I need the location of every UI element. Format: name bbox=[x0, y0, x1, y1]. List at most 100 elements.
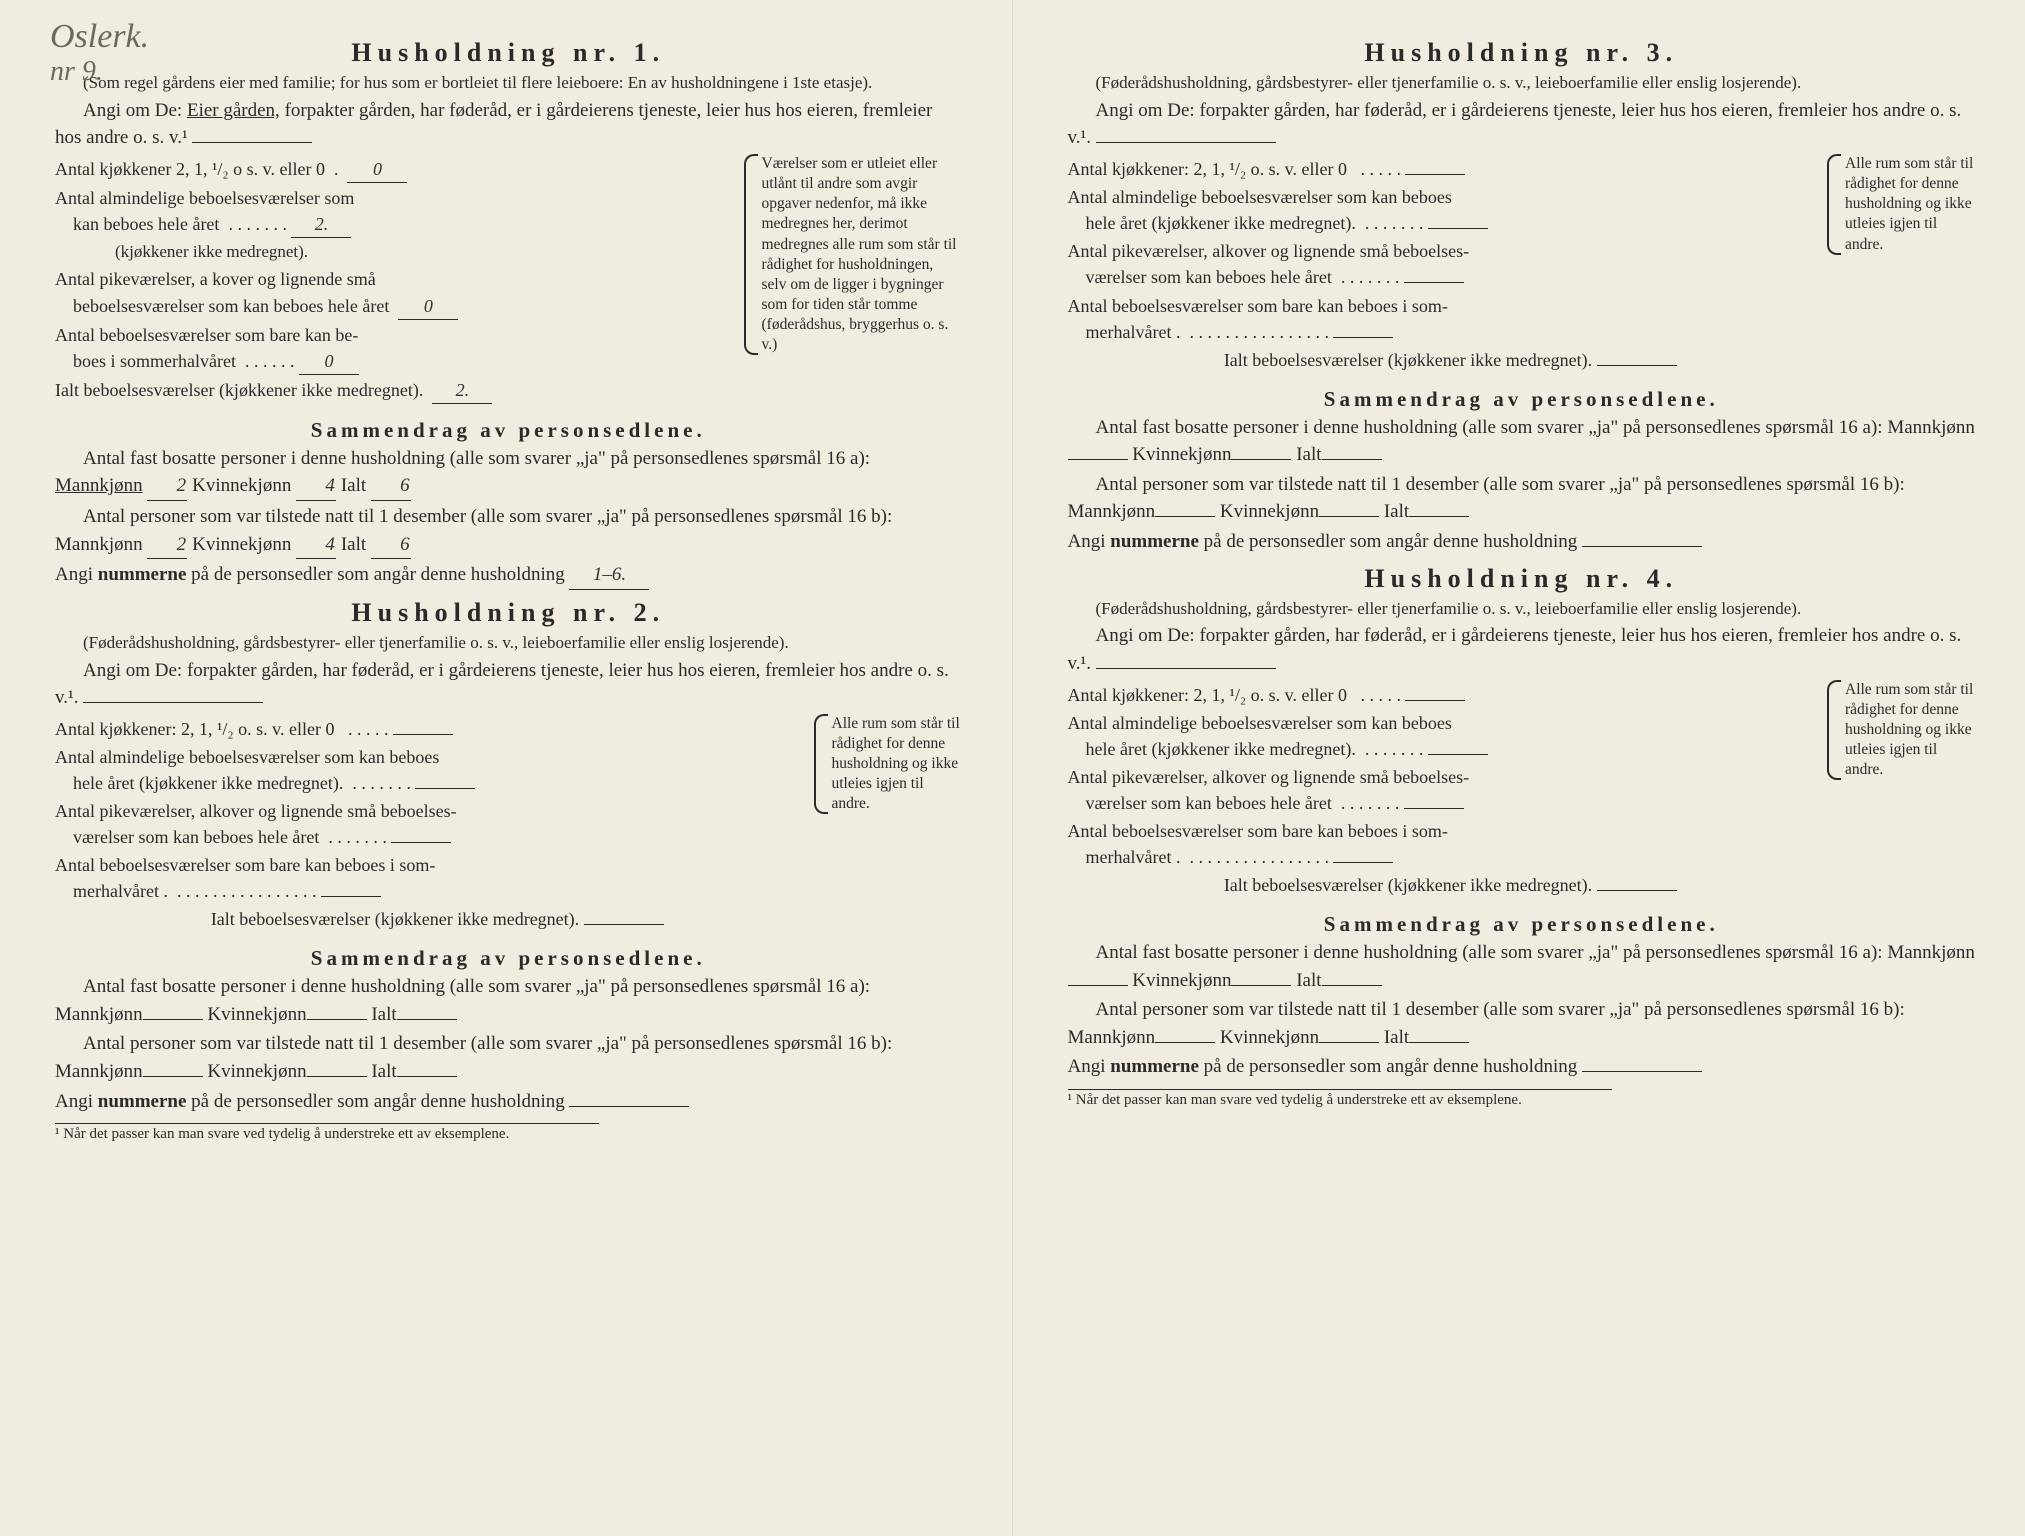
h1-anginum-val[interactable]: 1–6. bbox=[569, 561, 649, 590]
h2-kvinne-val[interactable] bbox=[307, 1019, 367, 1020]
h1-sam-heading: Sammendrag av personsedlene. bbox=[55, 418, 962, 443]
h4-sam1: Antal fast bosatte personer i denne hush… bbox=[1068, 939, 1976, 994]
h3-ialt-label3: Ialt bbox=[1384, 501, 1409, 522]
h4-sommer-val[interactable] bbox=[1333, 862, 1393, 863]
h4-rooms: Antal kjøkkener: 2, 1, ¹/₂ o. s. v. elle… bbox=[1068, 680, 1834, 901]
h2-ialt-val2[interactable] bbox=[397, 1019, 457, 1020]
h4-angi-blank[interactable] bbox=[1096, 668, 1276, 669]
h3-kvinne-val[interactable] bbox=[1231, 459, 1291, 460]
h4-pike-val[interactable] bbox=[1404, 808, 1464, 809]
h1-pike-val[interactable]: 0 bbox=[398, 293, 458, 320]
h4-kvinne-val[interactable] bbox=[1231, 985, 1291, 986]
h1-rooms: Antal kjøkkener 2, 1, ¹/₂ o s. v. eller … bbox=[55, 154, 750, 406]
h4-angi-text: Angi om De: forpakter gården, har føderå… bbox=[1068, 625, 1962, 674]
h3-pike: Antal pikeværelser, alkover og lignende … bbox=[1068, 238, 1834, 290]
h4-sommer: Antal beboelsesværelser som bare kan beb… bbox=[1068, 818, 1834, 870]
h3-som-l1: Antal beboelsesværelser som bare kan beb… bbox=[1068, 296, 1448, 316]
h2-pike-l2: værelser som kan beboes hele året bbox=[73, 827, 319, 847]
h1-intro: (Som regel gårdens eier med familie; for… bbox=[55, 72, 962, 95]
h1-anginum-text: Angi nummerne på de personsedler som ang… bbox=[55, 564, 565, 585]
h1-pike-l2: beboelsesværelser som kan beboes hele år… bbox=[73, 296, 389, 316]
h3-sommer-val[interactable] bbox=[1333, 337, 1393, 338]
h2-rooms-row: Antal kjøkkener: 2, 1, ¹/₂ o. s. v. elle… bbox=[55, 714, 962, 935]
h2-kvinne-val2[interactable] bbox=[307, 1076, 367, 1077]
h1-angi-pre: Angi om De: bbox=[55, 97, 182, 125]
h2-anginum: Angi nummerne på de personsedler som ang… bbox=[55, 1088, 962, 1116]
brace-icon bbox=[744, 154, 758, 355]
h4-alm: Antal almindelige beboelsesværelser som … bbox=[1068, 710, 1834, 762]
brace-icon bbox=[814, 714, 828, 815]
h2-angi-blank[interactable] bbox=[83, 702, 263, 703]
h4-alm-val[interactable] bbox=[1428, 754, 1488, 755]
h3-pike-val[interactable] bbox=[1404, 282, 1464, 283]
h3-sam1: Antal fast bosatte personer i denne hush… bbox=[1068, 414, 1976, 469]
h3-mann-val2[interactable] bbox=[1155, 516, 1215, 517]
h1-sam2-text: Antal personer som var tilstede natt til… bbox=[83, 506, 892, 527]
h1-rooms-row: Antal kjøkkener 2, 1, ¹/₂ o s. v. eller … bbox=[55, 154, 962, 406]
h3-kvinne-label: Kvinnekjønn bbox=[1132, 444, 1231, 465]
h3-alm-val[interactable] bbox=[1428, 228, 1488, 229]
h3-anginum-val[interactable] bbox=[1582, 546, 1702, 547]
h1-ialt-label2: Ialt bbox=[341, 475, 366, 496]
h2-kjokken-val[interactable] bbox=[393, 734, 453, 735]
h4-ialt-val2[interactable] bbox=[1322, 985, 1382, 986]
h1-sommer-val[interactable]: 0 bbox=[299, 348, 359, 375]
h1-angi-blank[interactable] bbox=[192, 142, 312, 143]
h4-sam1-text: Antal fast bosatte personer i denne hush… bbox=[1096, 942, 1883, 963]
h1-sommer: Antal beboelsesværelser som bare kan be-… bbox=[55, 322, 750, 375]
h2-alm-val[interactable] bbox=[415, 788, 475, 789]
h2-mann-label2: Mannkjønn bbox=[55, 1061, 143, 1082]
brace-icon bbox=[1827, 154, 1841, 255]
h4-ialt-label: Ialt beboelsesværelser (kjøkkener ikke m… bbox=[1224, 875, 1592, 895]
handwriting-top: Oslerk. bbox=[50, 18, 149, 56]
h2-pike-l1: Antal pikeværelser, alkover og lignende … bbox=[55, 801, 457, 821]
h3-ialt-val2[interactable] bbox=[1322, 459, 1382, 460]
h4-kjokken-val[interactable] bbox=[1405, 700, 1465, 701]
h2-mann-label: Mannkjønn bbox=[55, 1004, 143, 1025]
h3-angi: Angi om De: forpakter gården, har føderå… bbox=[1068, 97, 1976, 152]
h3-kjokken-val[interactable] bbox=[1405, 174, 1465, 175]
h1-mann-val2[interactable]: 2 bbox=[147, 531, 187, 560]
h1-alm-l3: (kjøkkener ikke medregnet). bbox=[115, 242, 308, 261]
h2-sam-heading: Sammendrag av personsedlene. bbox=[55, 946, 962, 971]
h4-kvinne-val2[interactable] bbox=[1319, 1042, 1379, 1043]
h3-angi-blank[interactable] bbox=[1096, 142, 1276, 143]
h1-ialt-val2[interactable]: 6 bbox=[371, 472, 411, 501]
h2-anginum-val[interactable] bbox=[569, 1106, 689, 1107]
h1-kvinne-label2: Kvinnekjønn bbox=[192, 534, 291, 555]
h1-ialt-val3[interactable]: 6 bbox=[371, 531, 411, 560]
h3-kvinne-val2[interactable] bbox=[1319, 516, 1379, 517]
h1-kjokken-val[interactable]: 0 bbox=[347, 156, 407, 183]
h2-angi: Angi om De: forpakter gården, har føderå… bbox=[55, 657, 962, 712]
h3-pike-l1: Antal pikeværelser, alkover og lignende … bbox=[1068, 241, 1470, 261]
h2-ialt-val3[interactable] bbox=[397, 1076, 457, 1077]
h4-angi: Angi om De: forpakter gården, har føderå… bbox=[1068, 622, 1976, 677]
h1-mann-val[interactable]: 2 bbox=[147, 472, 187, 501]
h2-kvinne-label2: Kvinnekjønn bbox=[207, 1061, 306, 1082]
h2-intro: (Føderådshusholdning, gårdsbestyrer- ell… bbox=[55, 632, 962, 655]
h4-ialt-val3[interactable] bbox=[1409, 1042, 1469, 1043]
h2-sam1-text: Antal fast bosatte personer i denne hush… bbox=[83, 976, 870, 997]
h4-anginum-val[interactable] bbox=[1582, 1071, 1702, 1072]
h2-sommer-val[interactable] bbox=[321, 896, 381, 897]
h2-pike-val[interactable] bbox=[391, 842, 451, 843]
h4-alm-l1: Antal almindelige beboelsesværelser som … bbox=[1068, 713, 1452, 733]
h3-ialt: Ialt beboelsesværelser (kjøkkener ikke m… bbox=[1068, 347, 1834, 373]
h1-kvinne-val[interactable]: 4 bbox=[296, 472, 336, 501]
h3-ialt-val3[interactable] bbox=[1409, 516, 1469, 517]
h1-kvinne-val2[interactable]: 4 bbox=[296, 531, 336, 560]
h1-alm: Antal almindelige beboelsesværelser som … bbox=[55, 185, 750, 264]
h4-ialt-val[interactable] bbox=[1597, 890, 1677, 891]
h2-mann-val2[interactable] bbox=[143, 1076, 203, 1077]
h3-sommer: Antal beboelsesværelser som bare kan beb… bbox=[1068, 293, 1834, 345]
h1-alm-val[interactable]: 2. bbox=[291, 211, 351, 238]
h4-mann-val2[interactable] bbox=[1155, 1042, 1215, 1043]
h1-angi-option: Eier gården, bbox=[187, 100, 280, 121]
h3-ialt-val[interactable] bbox=[1597, 365, 1677, 366]
h1-ialt-val[interactable]: 2. bbox=[432, 377, 492, 404]
h4-ialt-label3: Ialt bbox=[1384, 1027, 1409, 1048]
h2-ialt-val[interactable] bbox=[584, 924, 664, 925]
h4-mann-val[interactable] bbox=[1068, 985, 1128, 986]
h2-mann-val[interactable] bbox=[143, 1019, 203, 1020]
h3-mann-val[interactable] bbox=[1068, 459, 1128, 460]
